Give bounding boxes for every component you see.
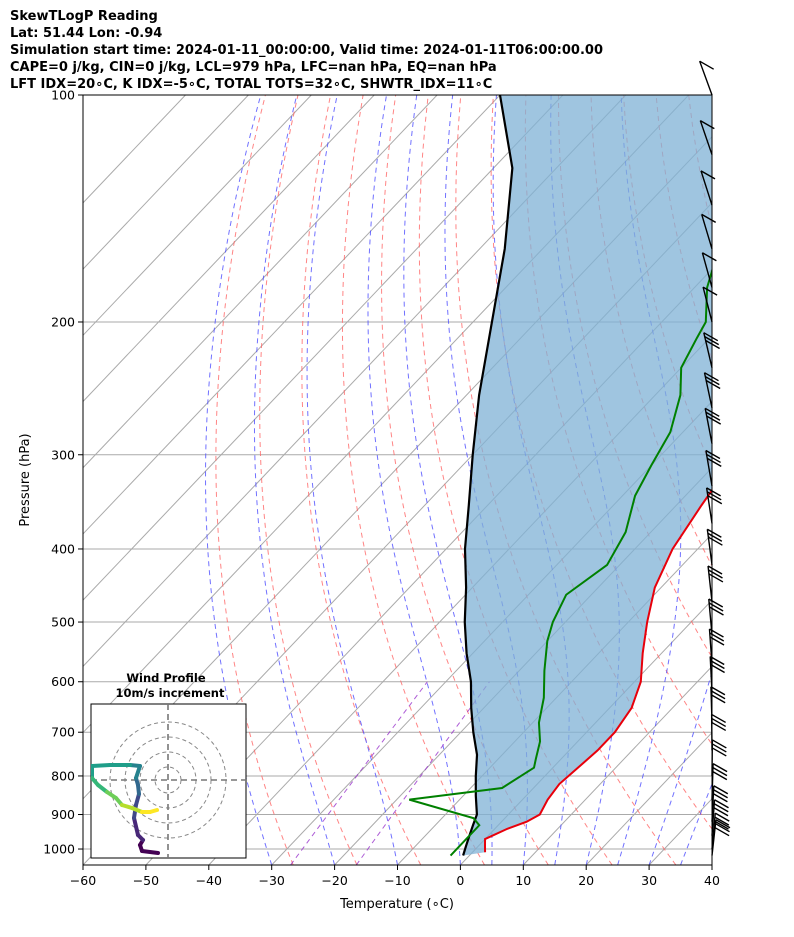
inset-subtitle: 10m/s increment bbox=[116, 686, 225, 700]
x-tick-label: 10 bbox=[515, 873, 531, 888]
x-tick-label: 40 bbox=[704, 873, 720, 888]
location-line: Lat: 51.44 Lon: -0.94 bbox=[10, 26, 163, 41]
wind-barb bbox=[705, 487, 723, 524]
dry-adiabat bbox=[301, 95, 422, 865]
isotherm-line bbox=[83, 95, 564, 601]
wind-barb bbox=[711, 812, 730, 850]
hodograph-segment bbox=[91, 763, 112, 768]
dry-adiabat bbox=[259, 95, 358, 865]
wind-barb bbox=[704, 407, 722, 444]
y-tick-label: 200 bbox=[51, 314, 75, 329]
wind-barb bbox=[711, 763, 728, 800]
x-tick-label: −40 bbox=[196, 873, 222, 888]
moist-adiabat bbox=[617, 95, 682, 865]
dry-adiabat bbox=[455, 95, 677, 865]
x-tick-label: 30 bbox=[641, 873, 657, 888]
moist-adiabat bbox=[253, 95, 336, 865]
wind-barb bbox=[707, 565, 724, 602]
dry-adiabat bbox=[341, 95, 485, 865]
isotherm-line bbox=[83, 95, 375, 403]
y-tick-label: 1000 bbox=[43, 842, 75, 857]
chart-header: SkewTLogP Reading Lat: 51.44 Lon: -0.94 … bbox=[10, 8, 603, 93]
indices-line-1: CAPE=0 j/kg, CIN=0 j/kg, LCL=979 hPa, LF… bbox=[10, 60, 497, 75]
y-tick-label: 700 bbox=[51, 725, 75, 740]
dry-adiabat bbox=[754, 95, 794, 865]
dry-adiabat bbox=[215, 95, 294, 865]
isotherm-line bbox=[585, 731, 712, 865]
x-tick-label: 0 bbox=[456, 873, 464, 888]
x-tick-label: −30 bbox=[259, 873, 285, 888]
wind-barb bbox=[701, 252, 717, 288]
wind-barb bbox=[711, 799, 729, 836]
dry-adiabat bbox=[786, 95, 794, 865]
wind-barb bbox=[698, 60, 715, 96]
wind-barb bbox=[703, 332, 720, 368]
moist-adiabat bbox=[367, 95, 461, 865]
wind-barb bbox=[701, 213, 717, 250]
moist-adiabat bbox=[648, 670, 712, 865]
x-axis-label: Temperature (∘C) bbox=[339, 897, 454, 912]
wind-barb bbox=[708, 628, 725, 665]
x-tick-label: −20 bbox=[321, 873, 347, 888]
inset-title: Wind Profile bbox=[126, 671, 206, 685]
y-axis-label: Pressure (hPa) bbox=[18, 433, 33, 526]
isotherm-line bbox=[83, 95, 312, 337]
moist-adiabat bbox=[680, 782, 712, 865]
wind-barb bbox=[711, 739, 727, 776]
moist-adiabat bbox=[403, 95, 493, 865]
x-tick-label: 20 bbox=[578, 873, 594, 888]
dry-adiabat bbox=[721, 95, 794, 865]
moist-adiabat bbox=[205, 95, 273, 865]
isotherm-line bbox=[711, 864, 712, 865]
indices-line-2: LFT IDX=20∘C, K IDX=-5∘C, TOTAL TOTS=32∘… bbox=[10, 77, 493, 92]
y-tick-label: 100 bbox=[51, 88, 75, 103]
hodograph-segment bbox=[132, 803, 138, 820]
hodograph-segment bbox=[140, 849, 160, 855]
y-tick-label: 400 bbox=[51, 541, 75, 556]
x-tick-label: −60 bbox=[70, 873, 96, 888]
wind-profile-inset: Wind Profile 10m/s increment bbox=[90, 671, 247, 859]
wind-barb bbox=[711, 785, 729, 822]
y-tick-label: 800 bbox=[51, 768, 75, 783]
isotherm-line bbox=[83, 95, 438, 469]
isotherm-line bbox=[83, 95, 627, 668]
wind-barb bbox=[706, 528, 723, 566]
y-tick-label: 300 bbox=[51, 447, 75, 462]
wind-barbs bbox=[698, 60, 731, 856]
parcel-shading bbox=[463, 95, 712, 856]
isotherm-line bbox=[83, 95, 249, 270]
wind-barb bbox=[700, 170, 716, 206]
hodograph-segment bbox=[148, 808, 159, 814]
x-tick-label: −50 bbox=[133, 873, 159, 888]
temperature-line bbox=[483, 488, 712, 853]
wind-barb bbox=[705, 449, 722, 487]
time-line: Simulation start time: 2024-01-11_00:00:… bbox=[10, 43, 603, 58]
x-tick-label: −10 bbox=[384, 873, 410, 888]
wind-barb bbox=[703, 372, 721, 409]
y-tick-label: 600 bbox=[51, 674, 75, 689]
hodograph-segment bbox=[134, 764, 142, 780]
wind-barb bbox=[702, 286, 718, 323]
y-tick-label: 900 bbox=[51, 807, 75, 822]
hodograph-segment bbox=[132, 816, 140, 837]
mixing-ratio-line bbox=[290, 681, 428, 865]
y-tick-label: 500 bbox=[51, 615, 75, 630]
wind-barb bbox=[708, 598, 724, 635]
mixing-ratio-line bbox=[355, 681, 490, 865]
dry-adiabat bbox=[381, 95, 549, 865]
isotherm-line bbox=[522, 665, 712, 865]
chart-title: SkewTLogP Reading bbox=[10, 9, 158, 24]
dewpoint-line bbox=[409, 267, 712, 857]
wind-barb bbox=[699, 120, 715, 155]
wind-barb bbox=[711, 819, 731, 856]
isotherm-line bbox=[83, 95, 501, 535]
moist-adiabat bbox=[306, 95, 398, 865]
